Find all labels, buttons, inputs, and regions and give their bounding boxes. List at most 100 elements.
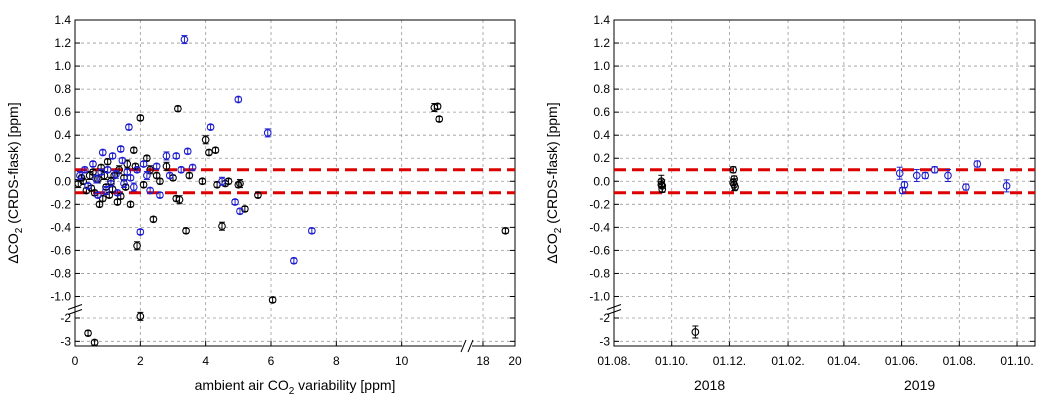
x-tick-label: 18 bbox=[476, 354, 490, 368]
x-tick-label: 01.08. bbox=[943, 354, 976, 368]
data-point-black bbox=[152, 171, 161, 180]
data-point-black bbox=[185, 171, 194, 180]
x-tick-label: 10 bbox=[395, 354, 409, 368]
data-point-blue bbox=[307, 226, 316, 235]
y-tick-label: -3 bbox=[60, 334, 71, 348]
y-tick-label: 0.6 bbox=[54, 105, 71, 119]
data-point-black bbox=[136, 312, 145, 321]
y-tick-label: -1.0 bbox=[589, 289, 610, 303]
data-point-blue bbox=[107, 179, 115, 188]
data-point-black bbox=[205, 148, 213, 157]
x-tick-label: 01.02. bbox=[771, 354, 804, 368]
y-tick-label: -0.8 bbox=[589, 266, 610, 280]
data-point-blue bbox=[108, 152, 117, 160]
data-point-blue bbox=[76, 171, 84, 180]
data-point-blue bbox=[129, 183, 138, 191]
data-point-blue bbox=[218, 177, 226, 186]
y-tick-label: -2 bbox=[599, 311, 610, 325]
data-point-black bbox=[236, 179, 244, 188]
panel2-plot-frame bbox=[613, 19, 1036, 347]
x-tick-label: 2 bbox=[137, 354, 144, 368]
data-point-blue bbox=[98, 148, 107, 157]
y-tick-label: 1.4 bbox=[54, 13, 71, 27]
data-point-blue bbox=[263, 129, 272, 137]
data-point-blue bbox=[94, 191, 102, 199]
data-point-black bbox=[730, 175, 739, 183]
data-point-black bbox=[156, 177, 164, 186]
data-point-black bbox=[136, 114, 145, 122]
data-point-blue bbox=[962, 183, 970, 191]
data-point-blue bbox=[113, 188, 122, 197]
x-axis-break-mark bbox=[467, 339, 474, 353]
y-tick-label: 1.0 bbox=[54, 59, 71, 73]
y-tick-label: -1.0 bbox=[50, 289, 71, 303]
data-point-black bbox=[211, 146, 220, 155]
data-point-blue bbox=[143, 171, 151, 180]
data-point-black bbox=[90, 338, 99, 347]
y-tick-label: -0.6 bbox=[589, 243, 610, 257]
year-label: 2019 bbox=[904, 377, 935, 393]
y-tick-label: -3 bbox=[599, 334, 610, 348]
y-tick-label: 0.0 bbox=[593, 174, 610, 188]
data-point-black bbox=[149, 215, 158, 224]
y-tick-label: 1.2 bbox=[593, 36, 610, 50]
data-point-blue bbox=[188, 163, 197, 172]
data-point-black bbox=[433, 102, 442, 111]
data-point-blue bbox=[165, 171, 174, 180]
x-axis-break-gap bbox=[462, 340, 472, 352]
data-point-blue bbox=[152, 162, 161, 171]
data-point-black bbox=[182, 226, 190, 235]
data-point-blue bbox=[183, 147, 192, 156]
data-point-blue bbox=[120, 179, 128, 188]
data-point-black bbox=[162, 162, 171, 171]
data-point-black bbox=[126, 200, 135, 209]
panel1-data bbox=[74, 35, 510, 347]
data-point-blue bbox=[84, 182, 92, 190]
data-point-blue bbox=[236, 207, 244, 216]
data-point-blue bbox=[92, 175, 101, 183]
data-point-black bbox=[89, 168, 97, 176]
panel2-x-axis: 01.08. 01.10. 01.12. 01.02. 01.04. 01.06. 01.0… bbox=[597, 20, 1034, 368]
x-tick-label: 8 bbox=[333, 354, 340, 368]
data-point-black bbox=[139, 180, 148, 189]
data-point-blue bbox=[123, 168, 132, 176]
panel2-y-axis-label: ΔCO2 (CRDS-flask) [ppm] bbox=[544, 102, 564, 263]
y-tick-label: -0.6 bbox=[50, 243, 71, 257]
data-point-black bbox=[691, 328, 700, 336]
data-point-blue bbox=[234, 95, 243, 104]
x-tick-label: 20 bbox=[508, 354, 522, 368]
data-point-blue bbox=[146, 186, 154, 195]
data-point-black bbox=[731, 183, 739, 191]
y-tick-label: 0.2 bbox=[54, 151, 71, 165]
data-point-blue bbox=[290, 256, 298, 265]
data-point-black bbox=[113, 198, 122, 206]
data-point-blue bbox=[180, 35, 189, 44]
x-tick-label: 01.12. bbox=[713, 354, 746, 368]
y-tick-label: 0.0 bbox=[54, 174, 71, 188]
data-point-blue bbox=[912, 171, 921, 180]
data-point-blue bbox=[80, 165, 89, 174]
panel1-y-axis-label: ΔCO2 (CRDS-flask) [ppm] bbox=[5, 102, 25, 263]
x-tick-label: 01.10. bbox=[1000, 354, 1033, 368]
data-point-black bbox=[143, 154, 151, 163]
y-tick-label: -0.2 bbox=[50, 197, 71, 211]
data-point-black bbox=[657, 180, 666, 189]
y-tick-label: 1.0 bbox=[593, 59, 610, 73]
x-tick-label: 4 bbox=[202, 354, 209, 368]
data-point-black bbox=[174, 104, 182, 113]
x-tick-label: 6 bbox=[268, 354, 275, 368]
data-point-blue bbox=[126, 173, 135, 182]
x-tick-label: 01.04. bbox=[827, 354, 860, 368]
panel1-y-axis: 1.4 1.2 1.0 0.8 0.6 0.4 0.2 0.0 -0.2 -0.4 -0.6 -0.8… bbox=[50, 13, 515, 348]
data-point-black bbox=[254, 191, 262, 199]
data-point-black bbox=[146, 165, 154, 174]
data-point-blue bbox=[125, 123, 133, 131]
data-point-blue bbox=[97, 168, 105, 176]
data-point-blue bbox=[206, 123, 215, 131]
data-point-blue bbox=[162, 152, 171, 160]
y-tick-label: 0.8 bbox=[593, 82, 610, 96]
data-point-blue bbox=[133, 165, 141, 174]
data-point-black bbox=[84, 329, 92, 338]
data-point-black bbox=[201, 135, 210, 144]
data-point-blue bbox=[172, 152, 181, 160]
